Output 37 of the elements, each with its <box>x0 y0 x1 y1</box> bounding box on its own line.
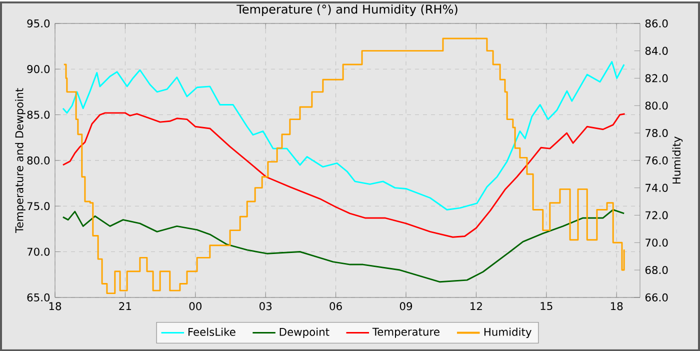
legend-label: Temperature <box>372 328 440 338</box>
y2-tick-label: 82.0 <box>645 74 668 82</box>
y-tick-label: 75.0 <box>27 202 50 210</box>
y2-tick-label: 66.0 <box>645 293 668 302</box>
y2-tick-label: 78.0 <box>646 128 668 137</box>
legend-label: FeelsLike <box>188 327 236 336</box>
y2-tick-label: 80.0 <box>645 101 668 110</box>
y2-tick-label: 76.0 <box>646 156 668 164</box>
y2-tick-label: 70.0 <box>646 238 668 246</box>
line-series <box>62 208 625 282</box>
y2-tick-label: 84.0 <box>645 46 668 55</box>
legend-label: Dewpoint <box>280 327 330 338</box>
y2-tick-label: 68.0 <box>645 266 668 274</box>
y-axis-title: Temperature and Dewpoint <box>15 88 26 233</box>
x-tick-label: 21 <box>119 302 131 310</box>
y2-tick-label: 74.0 <box>646 184 668 192</box>
y2-tick-label: 86.0 <box>645 19 668 28</box>
y-tick-label: 85.0 <box>27 110 50 119</box>
x-tick-label: 18 <box>49 302 62 310</box>
legend-label: Humidity <box>484 327 532 338</box>
x-tick-label: 06 <box>330 302 342 310</box>
y-tick-label: 70.0 <box>27 248 50 256</box>
y-tick-label: 80.0 <box>27 156 50 164</box>
x-tick-label: 03 <box>260 302 272 310</box>
x-tick-label: 12 <box>470 302 482 310</box>
chart-title: Temperature (°) and Humidity (RH%) <box>236 4 458 16</box>
x-tick-label: 15 <box>540 302 552 310</box>
y-tick-label: 65.0 <box>27 293 50 302</box>
x-tick-label: 18 <box>610 302 623 310</box>
y2-tick-label: 72.0 <box>646 210 668 220</box>
y2-axis-title: Humidity <box>672 136 683 184</box>
x-tick-label: 00 <box>189 302 202 310</box>
line-series <box>62 112 626 238</box>
y-tick-label: 95.0 <box>27 19 50 28</box>
y-tick-label: 90.0 <box>27 64 50 73</box>
x-tick-label: 09 <box>400 302 412 310</box>
line-series <box>62 60 625 210</box>
